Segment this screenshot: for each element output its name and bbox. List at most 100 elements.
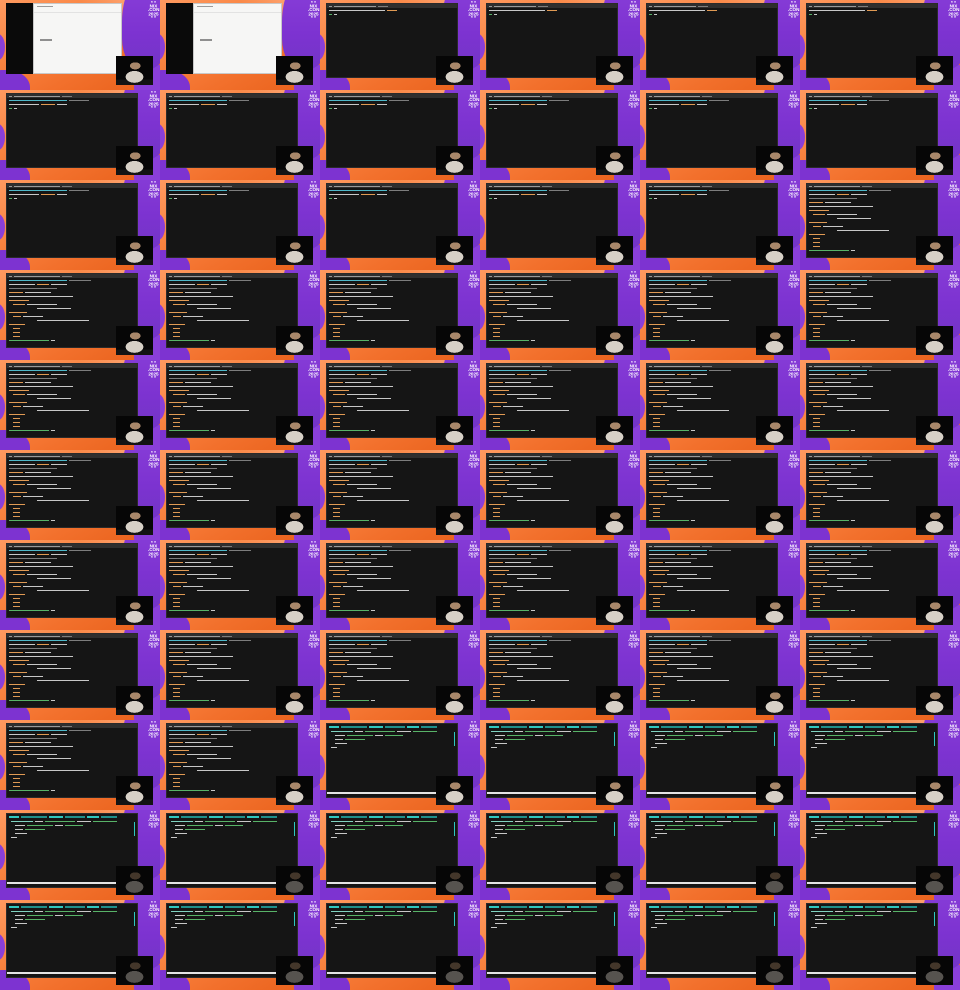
video-frame[interactable]: * * NIX .CON 2025 * *: [800, 810, 960, 900]
video-frame[interactable]: * * NIX .CON 2025 * *: [480, 900, 640, 990]
video-frame[interactable]: * * NIX .CON 2025 * *: [800, 90, 960, 180]
video-frame[interactable]: * * NIX .CON 2025 * *: [800, 450, 960, 540]
video-frame[interactable]: * * NIX .CON 2025 * *: [0, 360, 160, 450]
editor-scrollbar[interactable]: [134, 912, 135, 926]
video-frame[interactable]: * * NIX .CON 2025 * *: [160, 0, 320, 90]
video-frame[interactable]: * * NIX .CON 2025 * *: [800, 360, 960, 450]
video-frame[interactable]: * * NIX .CON 2025 * *: [160, 270, 320, 360]
video-frame[interactable]: * * NIX .CON 2025 * *: [800, 0, 960, 90]
video-frame[interactable]: * * NIX .CON 2025 * *: [320, 180, 480, 270]
presenter-webcam: [596, 776, 633, 805]
video-frame[interactable]: * * NIX .CON 2025 * *: [160, 810, 320, 900]
video-frame[interactable]: * * NIX .CON 2025 * *: [160, 450, 320, 540]
editor-scrollbar[interactable]: [454, 732, 455, 746]
video-frame[interactable]: * * NIX .CON 2025 * *: [800, 720, 960, 810]
video-frame[interactable]: * * NIX .CON 2025 * *: [480, 450, 640, 540]
video-frame[interactable]: * * NIX .CON 2025 * *: [480, 720, 640, 810]
video-frame[interactable]: * * NIX .CON 2025 * *: [480, 360, 640, 450]
video-frame[interactable]: * * NIX .CON 2025 * *: [480, 810, 640, 900]
editor-scrollbar[interactable]: [614, 732, 615, 746]
presenter-webcam: [436, 146, 473, 175]
video-frame[interactable]: * * NIX .CON 2025 * *: [0, 900, 160, 990]
video-frame[interactable]: * * NIX .CON 2025 * *: [320, 90, 480, 180]
video-frame[interactable]: * * NIX .CON 2025 * *: [0, 450, 160, 540]
video-frame[interactable]: * * NIX .CON 2025 * *: [0, 810, 160, 900]
video-frame[interactable]: * * NIX .CON 2025 * *: [640, 180, 800, 270]
video-frame[interactable]: * * NIX .CON 2025 * *: [160, 360, 320, 450]
video-frame[interactable]: * * NIX .CON 2025 * *: [0, 720, 160, 810]
video-frame[interactable]: * * NIX .CON 2025 * *: [160, 720, 320, 810]
editor-scrollbar[interactable]: [454, 822, 455, 836]
video-frame[interactable]: * * NIX .CON 2025 * *: [640, 540, 800, 630]
terminal-line: [813, 394, 935, 395]
video-frame[interactable]: * * NIX .CON 2025 * *: [320, 0, 480, 90]
text-run: [823, 586, 843, 587]
editor-scrollbar[interactable]: [614, 822, 615, 836]
video-frame[interactable]: * * NIX .CON 2025 * *: [0, 630, 160, 720]
video-frame[interactable]: * * NIX .CON 2025 * *: [480, 540, 640, 630]
terminal-line: [813, 664, 935, 665]
video-frame[interactable]: * * NIX .CON 2025 * *: [640, 810, 800, 900]
video-frame[interactable]: * * NIX .CON 2025 * *: [640, 0, 800, 90]
editor-scrollbar[interactable]: [454, 912, 455, 926]
video-frame[interactable]: * * NIX .CON 2025 * *: [320, 450, 480, 540]
video-frame[interactable]: * * NIX .CON 2025 * *: [640, 360, 800, 450]
logo-line: * *: [311, 285, 316, 291]
video-frame[interactable]: * * NIX .CON 2025 * *: [160, 900, 320, 990]
video-frame[interactable]: * * NIX .CON 2025 * *: [320, 810, 480, 900]
video-frame[interactable]: * * NIX .CON 2025 * *: [640, 90, 800, 180]
video-frame[interactable]: * * NIX .CON 2025 * *: [480, 180, 640, 270]
text-run: [334, 5, 376, 7]
nixcon-logo: * * NIX .CON 2025 * *: [948, 360, 960, 380]
video-frame[interactable]: * * NIX .CON 2025 * *: [0, 270, 160, 360]
editor-scrollbar[interactable]: [294, 912, 295, 926]
video-frame[interactable]: * * NIX .CON 2025 * *: [0, 90, 160, 180]
terminal-line: [329, 566, 455, 567]
text-run: [661, 726, 687, 728]
logo-line: NIX: [949, 453, 958, 459]
text-run: [169, 472, 183, 473]
video-frame[interactable]: * * NIX .CON 2025 * *: [480, 630, 640, 720]
editor-scrollbar[interactable]: [774, 912, 775, 926]
video-frame[interactable]: * * NIX .CON 2025 * *: [160, 90, 320, 180]
editor-scrollbar[interactable]: [294, 822, 295, 836]
video-frame[interactable]: * * NIX .CON 2025 * *: [320, 900, 480, 990]
text-run: [489, 472, 503, 473]
editor-scrollbar[interactable]: [134, 822, 135, 836]
editor-scrollbar[interactable]: [614, 912, 615, 926]
editor-scrollbar[interactable]: [934, 822, 935, 836]
editor-statusbar: [807, 792, 937, 794]
terminal-line: [653, 508, 775, 509]
video-frame[interactable]: * * NIX .CON 2025 * *: [0, 540, 160, 630]
video-frame[interactable]: * * NIX .CON 2025 * *: [800, 270, 960, 360]
video-frame[interactable]: * * NIX .CON 2025 * *: [320, 720, 480, 810]
video-frame[interactable]: * * NIX .CON 2025 * *: [800, 540, 960, 630]
video-frame[interactable]: * * NIX .CON 2025 * *: [320, 270, 480, 360]
video-frame[interactable]: * * NIX .CON 2025 * *: [800, 630, 960, 720]
text-run: [653, 676, 661, 677]
video-frame[interactable]: * * NIX .CON 2025 * *: [0, 180, 160, 270]
video-frame[interactable]: * * NIX .CON 2025 * *: [160, 540, 320, 630]
video-frame[interactable]: * * NIX .CON 2025 * *: [480, 90, 640, 180]
video-frame[interactable]: * * NIX .CON 2025 * *: [640, 720, 800, 810]
video-frame[interactable]: * * NIX .CON 2025 * *: [480, 0, 640, 90]
video-frame[interactable]: * * NIX .CON 2025 * *: [800, 180, 960, 270]
video-frame[interactable]: * * NIX .CON 2025 * *: [160, 180, 320, 270]
video-frame[interactable]: * * NIX .CON 2025 * *: [480, 270, 640, 360]
video-frame[interactable]: * * NIX .CON 2025 * *: [640, 450, 800, 540]
editor-scrollbar[interactable]: [774, 822, 775, 836]
video-frame[interactable]: * * NIX .CON 2025 * *: [0, 0, 160, 90]
video-frame[interactable]: * * NIX .CON 2025 * *: [320, 630, 480, 720]
editor-scrollbar[interactable]: [934, 732, 935, 746]
text-run: [187, 574, 217, 575]
video-frame[interactable]: * * NIX .CON 2025 * *: [160, 630, 320, 720]
video-frame[interactable]: * * NIX .CON 2025 * *: [800, 900, 960, 990]
video-frame[interactable]: * * NIX .CON 2025 * *: [320, 540, 480, 630]
editor-scrollbar[interactable]: [934, 912, 935, 926]
video-frame[interactable]: * * NIX .CON 2025 * *: [320, 360, 480, 450]
video-frame[interactable]: * * NIX .CON 2025 * *: [640, 900, 800, 990]
video-frame[interactable]: * * NIX .CON 2025 * *: [640, 270, 800, 360]
video-frame[interactable]: * * NIX .CON 2025 * *: [640, 630, 800, 720]
editor-scrollbar[interactable]: [774, 732, 775, 746]
text-run: [893, 911, 917, 912]
